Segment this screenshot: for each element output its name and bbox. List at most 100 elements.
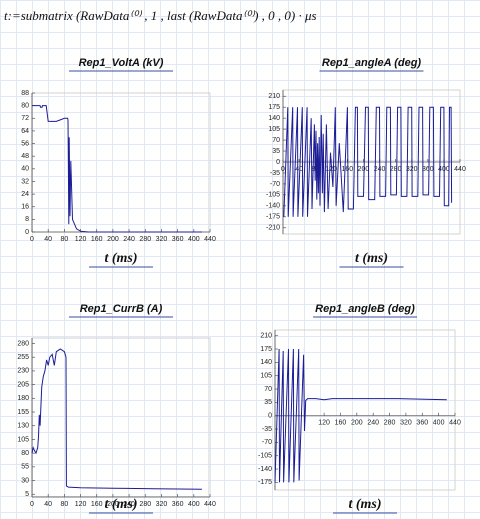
y-tick-label: 175 xyxy=(268,104,280,111)
x-tick-label: 360 xyxy=(172,501,184,508)
y-tick-label: 48 xyxy=(21,153,29,160)
x-tick-label: 280 xyxy=(390,166,402,173)
formula: t:=submatrix (RawData⁽⁰⁾ , 1 , last (Raw… xyxy=(4,8,317,23)
data-line xyxy=(283,106,453,217)
x-tick-label: 200 xyxy=(107,501,119,508)
y-tick-label: 0 xyxy=(25,229,29,236)
x-tick-label: 200 xyxy=(107,236,119,243)
y-tick-label: -140 xyxy=(258,466,272,473)
y-tick-label: -105 xyxy=(258,453,272,460)
x-tick-label: 200 xyxy=(351,420,363,427)
x-tick-label: 120 xyxy=(75,501,87,508)
y-tick-label: 0 xyxy=(268,413,272,420)
chart-title: Rep1_angleB (deg) xyxy=(315,303,415,315)
y-tick-label: 140 xyxy=(268,115,280,122)
y-tick-label: 8 xyxy=(25,216,29,223)
y-tick-label: 24 xyxy=(21,191,29,198)
y-tick-label: -105 xyxy=(266,192,280,199)
y-tick-label: 30 xyxy=(21,477,29,484)
y-tick-label: 210 xyxy=(268,93,280,100)
chart-title: Rep1_CurrB (A) xyxy=(80,303,163,315)
y-tick-label: 35 xyxy=(272,148,280,155)
y-tick-label: 130 xyxy=(17,423,29,430)
y-tick-label: 72 xyxy=(21,115,29,122)
y-tick-label: 180 xyxy=(17,395,29,402)
x-tick-label: 360 xyxy=(416,420,428,427)
x-tick-label: 440 xyxy=(204,236,216,243)
x-tick-label: 0 xyxy=(30,501,34,508)
x-tick-label: 40 xyxy=(44,236,52,243)
chart-title: Rep1_VoltA (kV) xyxy=(79,57,164,69)
y-tick-label: 5 xyxy=(25,491,29,498)
x-tick-label: 240 xyxy=(367,420,379,427)
x-tick-label: 400 xyxy=(433,420,445,427)
x-axis-label: t (ms) xyxy=(348,497,381,512)
y-tick-label: 105 xyxy=(268,126,280,133)
x-tick-label: 240 xyxy=(123,236,135,243)
y-tick-label: 70 xyxy=(272,137,280,144)
x-tick-label: 320 xyxy=(156,236,168,243)
data-line xyxy=(274,348,447,483)
y-tick-label: 40 xyxy=(21,166,29,173)
y-tick-label: 105 xyxy=(17,436,29,443)
y-tick-label: -70 xyxy=(270,181,280,188)
x-tick-label: 200 xyxy=(358,166,370,173)
x-tick-label: 360 xyxy=(172,236,184,243)
y-tick-label: -35 xyxy=(270,170,280,177)
x-tick-label: 160 xyxy=(335,420,347,427)
x-tick-label: 400 xyxy=(188,236,200,243)
x-tick-label: 160 xyxy=(91,501,103,508)
x-tick-label: 120 xyxy=(75,236,87,243)
y-tick-label: -210 xyxy=(266,225,280,232)
y-tick-label: -70 xyxy=(262,439,272,446)
y-tick-label: -175 xyxy=(266,214,280,221)
x-tick-label: 120 xyxy=(318,420,330,427)
y-tick-label: 56 xyxy=(21,140,29,147)
y-tick-label: 280 xyxy=(17,340,29,347)
x-tick-label: 280 xyxy=(139,236,151,243)
x-tick-label: 40 xyxy=(295,166,303,173)
y-tick-label: 64 xyxy=(21,128,29,135)
y-tick-label: 55 xyxy=(21,464,29,471)
y-tick-label: 230 xyxy=(17,368,29,375)
y-tick-label: 35 xyxy=(264,399,272,406)
x-tick-label: 80 xyxy=(60,501,68,508)
data-line xyxy=(32,105,202,233)
y-tick-label: 70 xyxy=(264,386,272,393)
y-tick-label: -175 xyxy=(258,479,272,486)
x-tick-label: 0 xyxy=(30,236,34,243)
x-tick-label: 40 xyxy=(44,501,52,508)
x-tick-label: 160 xyxy=(91,236,103,243)
y-tick-label: 155 xyxy=(17,409,29,416)
y-tick-label: 210 xyxy=(260,333,272,340)
x-tick-label: 320 xyxy=(400,420,412,427)
y-tick-label: 140 xyxy=(260,359,272,366)
x-axis-label: t (ms) xyxy=(104,251,137,266)
y-tick-label: 205 xyxy=(17,381,29,388)
data-line xyxy=(31,348,202,490)
y-tick-label: -35 xyxy=(262,426,272,433)
x-tick-label: 80 xyxy=(60,236,68,243)
y-tick-label: 32 xyxy=(21,178,29,185)
x-tick-label: 240 xyxy=(123,501,135,508)
x-tick-label: 400 xyxy=(188,501,200,508)
y-tick-label: 16 xyxy=(21,204,29,211)
x-tick-label: 440 xyxy=(449,420,461,427)
y-tick-label: 0 xyxy=(276,159,280,166)
x-axis-label: t (ms) xyxy=(355,251,388,266)
x-tick-label: 440 xyxy=(204,501,216,508)
x-tick-label: 280 xyxy=(384,420,396,427)
y-tick-label: 88 xyxy=(21,90,29,97)
chart-title: Rep1_angleA (deg) xyxy=(322,57,422,69)
y-tick-label: 105 xyxy=(260,373,272,380)
x-tick-label: 440 xyxy=(454,166,466,173)
plot-frame xyxy=(31,92,211,233)
y-tick-label: 80 xyxy=(21,450,29,457)
x-tick-label: 360 xyxy=(422,166,434,173)
y-tick-label: -140 xyxy=(266,203,280,210)
y-tick-label: 175 xyxy=(260,346,272,353)
y-tick-label: 255 xyxy=(17,354,29,361)
y-tick-label: 80 xyxy=(21,102,29,109)
